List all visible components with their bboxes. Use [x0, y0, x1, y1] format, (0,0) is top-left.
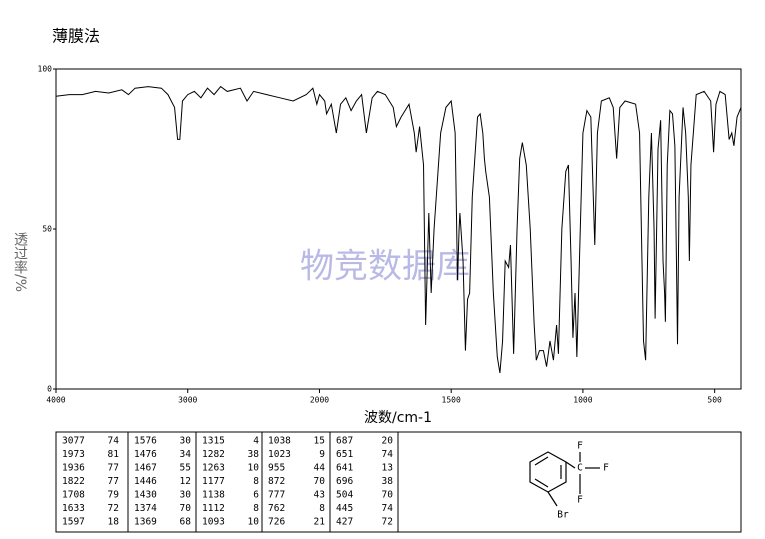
peak-wavenumber: 726 — [268, 517, 285, 528]
peak-wavenumber: 1369 — [134, 517, 157, 528]
peak-wavenumber: 1263 — [202, 463, 225, 474]
peak-transmittance: 9 — [319, 449, 325, 460]
peak-wavenumber: 1093 — [202, 517, 225, 528]
peak-wavenumber: 1822 — [62, 476, 85, 487]
peak-wavenumber: 651 — [336, 449, 353, 460]
y-tick-label: 0 — [47, 385, 52, 394]
peak-transmittance: 38 — [248, 449, 260, 460]
peak-wavenumber: 1597 — [62, 517, 85, 528]
peak-wavenumber: 1112 — [202, 503, 225, 514]
peak-transmittance: 70 — [180, 503, 192, 514]
peak-transmittance: 13 — [382, 463, 393, 474]
peak-wavenumber: 1936 — [62, 463, 85, 474]
peak-wavenumber: 1023 — [268, 449, 291, 460]
peak-transmittance: 10 — [248, 517, 260, 528]
peak-wavenumber: 1138 — [202, 490, 225, 501]
atom-label: F — [577, 441, 583, 452]
peak-transmittance: 77 — [108, 463, 119, 474]
peak-wavenumber: 504 — [336, 490, 353, 501]
peak-transmittance: 79 — [108, 490, 120, 501]
peak-transmittance: 72 — [108, 503, 119, 514]
atom-label: F — [577, 495, 583, 506]
peak-transmittance: 15 — [314, 436, 325, 447]
peak-wavenumber: 641 — [336, 463, 353, 474]
x-tick-label: 4000 — [46, 396, 65, 405]
atom-label: Br — [557, 510, 569, 521]
table-dividers — [127, 432, 399, 532]
peak-transmittance: 10 — [248, 463, 260, 474]
molecule — [529, 451, 600, 507]
peak-wavenumber: 1374 — [134, 503, 157, 514]
peak-wavenumber: 872 — [268, 476, 285, 487]
peak-wavenumber: 1177 — [202, 476, 225, 487]
peak-transmittance: 43 — [314, 490, 325, 501]
peak-transmittance: 74 — [382, 503, 394, 514]
peak-wavenumber: 1315 — [202, 436, 225, 447]
peak-wavenumber: 3077 — [62, 436, 85, 447]
peak-transmittance: 12 — [180, 476, 191, 487]
peak-transmittance: 74 — [108, 436, 120, 447]
x-tick-label: 1500 — [442, 396, 461, 405]
x-tick-label: 1000 — [573, 396, 592, 405]
peak-transmittance: 70 — [314, 476, 326, 487]
peak-wavenumber: 1633 — [62, 503, 85, 514]
peak-transmittance: 81 — [108, 449, 120, 460]
peak-transmittance: 77 — [108, 476, 119, 487]
y-tick-label: 50 — [42, 225, 52, 234]
peak-wavenumber: 687 — [336, 436, 353, 447]
peak-wavenumber: 1446 — [134, 476, 157, 487]
peak-wavenumber: 777 — [268, 490, 285, 501]
peak-wavenumber: 1476 — [134, 449, 157, 460]
spectrum-line — [55, 85, 742, 374]
peak-wavenumber: 1973 — [62, 449, 85, 460]
watermark: 物竞数据库 — [300, 247, 470, 287]
peak-transmittance: 8 — [319, 503, 325, 514]
peak-wavenumber: 955 — [268, 463, 285, 474]
peak-transmittance: 8 — [253, 476, 259, 487]
peak-transmittance: 18 — [108, 517, 120, 528]
peak-wavenumber: 762 — [268, 503, 285, 514]
peak-wavenumber: 427 — [336, 517, 353, 528]
y-tick-label: 100 — [38, 65, 53, 74]
peak-transmittance: 44 — [314, 463, 326, 474]
peak-transmittance: 68 — [180, 517, 192, 528]
peak-transmittance: 70 — [382, 490, 394, 501]
x-tick-label: 3000 — [178, 396, 197, 405]
peak-wavenumber: 1038 — [268, 436, 291, 447]
peak-wavenumber: 1467 — [134, 463, 157, 474]
peak-transmittance: 72 — [382, 517, 393, 528]
chart-title: 薄膜法 — [52, 27, 100, 46]
y-axis-label: 透过率/% — [12, 232, 28, 292]
x-axis-label: 波数/cm-1 — [364, 410, 432, 426]
peak-wavenumber: 1282 — [202, 449, 225, 460]
atom-label: F — [603, 463, 609, 474]
peak-transmittance: 4 — [253, 436, 259, 447]
plot-frame — [55, 68, 742, 390]
x-tick-label: 500 — [707, 396, 722, 405]
peak-wavenumber: 1430 — [134, 490, 157, 501]
peak-transmittance: 21 — [314, 517, 326, 528]
peak-transmittance: 74 — [382, 449, 394, 460]
peak-transmittance: 8 — [253, 503, 259, 514]
peak-wavenumber: 445 — [336, 503, 353, 514]
peak-transmittance: 38 — [382, 476, 394, 487]
peak-transmittance: 20 — [382, 436, 394, 447]
peak-wavenumber: 1576 — [134, 436, 157, 447]
peak-transmittance: 30 — [180, 490, 192, 501]
peak-wavenumber: 696 — [336, 476, 353, 487]
peak-transmittance: 30 — [180, 436, 192, 447]
atom-label: C — [577, 463, 583, 474]
x-tick-label: 2000 — [310, 396, 329, 405]
peak-transmittance: 6 — [253, 490, 259, 501]
peak-transmittance: 34 — [180, 449, 192, 460]
peak-transmittance: 55 — [180, 463, 191, 474]
peak-wavenumber: 1708 — [62, 490, 85, 501]
